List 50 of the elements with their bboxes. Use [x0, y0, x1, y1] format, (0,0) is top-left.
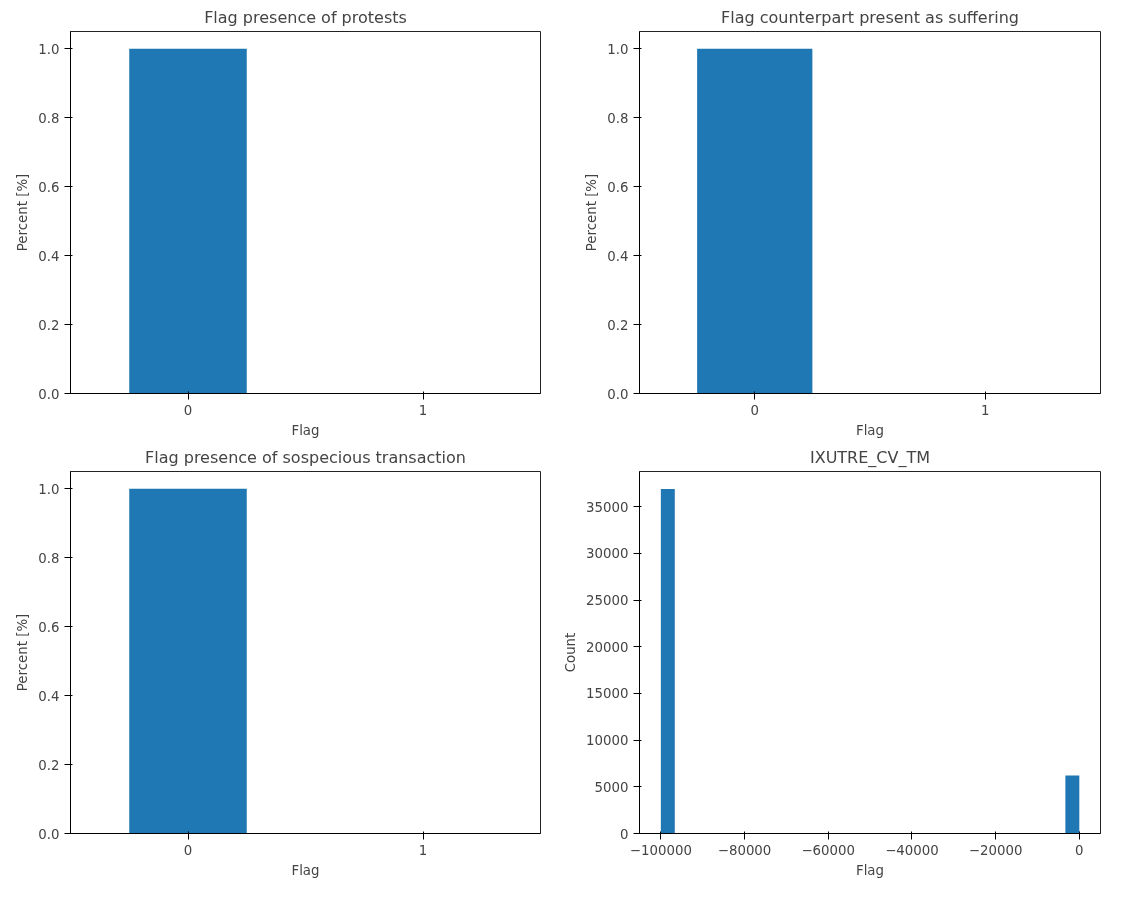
y-tick-label: 30000: [586, 546, 629, 562]
y-tick-label: 0.4: [607, 248, 629, 264]
y-tick-label: 0.0: [38, 826, 60, 842]
x-tick-label: 1: [981, 402, 990, 418]
chart-title: Flag counterpart present as suffering: [721, 7, 1019, 27]
x-tick-label: 1: [418, 842, 428, 858]
chart-title: Flag presence of sospecious transaction: [145, 447, 466, 467]
x-axis-title: Flag: [856, 422, 884, 438]
y-tick-label: 0.6: [38, 179, 60, 195]
y-tick-label: 10000: [586, 733, 629, 749]
y-tick-label: 1.0: [607, 41, 629, 57]
y-tick-label: 0.6: [607, 179, 629, 195]
y-tick-label: 20000: [586, 639, 629, 655]
x-tick-label: −20000: [968, 842, 1023, 858]
y-tick-label: 0.2: [38, 317, 60, 333]
y-tick-label: 0.4: [38, 248, 60, 264]
chart-title: Flag presence of protests: [204, 7, 407, 27]
y-tick-label: 0.0: [38, 386, 60, 402]
y-tick-label: 15000: [586, 686, 629, 702]
x-axis-title: Flag: [856, 862, 884, 878]
y-tick-label: 0.8: [38, 550, 60, 566]
y-tick-label: 0: [620, 826, 629, 842]
x-tick-label: −40000: [885, 842, 939, 858]
y-tick-label: 1.0: [38, 481, 60, 497]
x-axis-title: Flag: [291, 422, 320, 438]
y-tick-label: 0.0: [607, 386, 629, 402]
x-tick-label: −100000: [629, 842, 692, 858]
y-tick-label: 0.8: [38, 110, 60, 126]
y-tick-label: 0.2: [607, 317, 629, 333]
y-tick-label: 0.6: [38, 619, 60, 635]
y-tick-label: 0.8: [607, 110, 629, 126]
x-tick-label: −80000: [717, 842, 772, 858]
x-axis-title: Flag: [291, 862, 320, 878]
chart-title: IXUTRE_CV_TM: [809, 447, 931, 468]
y-axis-title: Percent [%]: [15, 173, 31, 252]
y-tick-label: 35000: [586, 499, 629, 515]
y-tick-label: 5000: [594, 779, 629, 795]
y-axis-title: Count: [563, 632, 579, 673]
x-tick-label: −60000: [801, 842, 856, 858]
y-axis-title: Percent [%]: [584, 173, 600, 252]
x-tick-label: 0: [183, 842, 193, 858]
y-axis-title: Percent [%]: [15, 613, 31, 692]
x-tick-label: 1: [418, 402, 428, 418]
y-tick-label: 0.2: [38, 757, 60, 773]
x-tick-label: 0: [183, 402, 193, 418]
y-tick-label: 25000: [586, 593, 629, 609]
y-tick-label: 0.4: [38, 688, 60, 704]
x-tick-label: 0: [1075, 842, 1084, 858]
x-tick-label: 0: [750, 402, 759, 418]
y-tick-label: 1.0: [38, 41, 60, 57]
